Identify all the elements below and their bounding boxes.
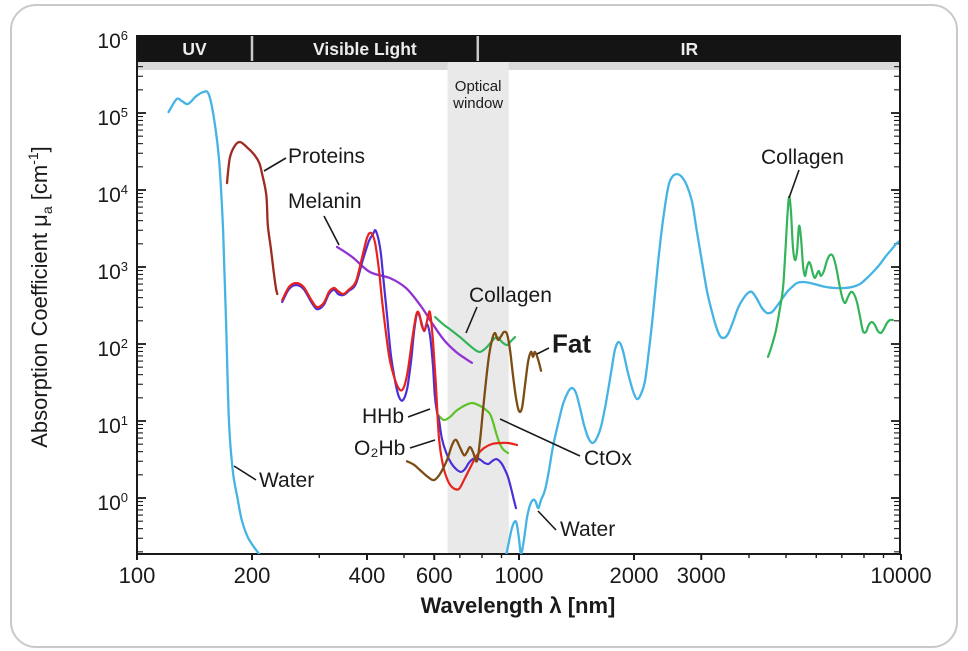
label-fat: Fat [552,328,591,359]
leader-lines [233,157,800,531]
y-tick-label-1e6: 106 [97,28,128,53]
curve-water-ir [505,172,899,554]
curve-water [167,90,261,554]
curve-o2hb [281,231,519,491]
y-axis-label-exponent: -1 [25,152,41,165]
x-tick-label-10000: 10000 [870,563,932,588]
spectral-band-label-visible-light: Visible Light [313,39,417,59]
spectral-band-label-ir: IR [680,39,699,59]
label-melanin: Melanin [288,190,362,213]
leader-ctox [499,418,581,457]
y-tick-label-1e1: 101 [97,413,128,438]
y-axis-label-subscript: a [39,206,55,215]
curve-ctox [437,401,510,455]
leader-melanin [323,215,340,246]
leader-water-uv [233,465,257,481]
bar-shadow-strip [138,62,899,70]
spectral-bar [137,35,900,62]
label-water-ir: Water [560,518,616,541]
x-tick-label-200: 200 [233,563,271,588]
curve-fat [405,330,543,482]
label-ctox: CtOx [584,447,632,470]
y-axis-label-bracket: ] [27,146,52,153]
spectral-band-label-uv: UV [182,39,207,59]
leader-collagen-vis [465,306,478,334]
curve-proteins [225,140,279,296]
y-tick-label-1e0: 100 [97,490,128,515]
x-tick-label-2000: 2000 [609,563,659,588]
curve-melanin [335,245,474,364]
x-tick-label-1000: 1000 [494,563,544,588]
label-proteins: Proteins [288,145,366,168]
y-tick-label-1e4: 104 [97,182,128,207]
leader-hhb [407,408,431,418]
axis-ticks [136,66,902,560]
x-tick-label-600: 600 [415,563,453,588]
x-tick-label-100: 100 [118,563,156,588]
y-tick-label-1e3: 103 [97,259,128,284]
label-hhb: HHb [362,405,405,428]
label-o2hb: O₂Hb [354,437,406,460]
y-axis-label-unit: [cm [27,164,52,207]
leader-o2hb [409,439,436,449]
y-axis-label-text: Absorption Coefficient μ [27,214,52,448]
label-collagen-vis: Collagen [469,284,552,307]
optical-window-band [447,62,509,554]
y-tick-label-1e2: 102 [97,336,128,361]
x-axis-label: Wavelength λ [nm] [420,593,616,618]
label-collagen-ir: Collagen [761,146,844,169]
leader-proteins [263,157,287,172]
x-tick-label-400: 400 [348,563,386,588]
leader-collagen-ir [788,169,800,199]
leader-fat [536,347,550,355]
optical-window-line2: window [453,95,504,112]
leader-water-ir [537,510,557,531]
curve-collagen-ir [766,195,894,358]
curves [167,90,899,554]
optical-window-label: Optical window [438,78,518,112]
y-axis-label: Absorption Coefficient μa [cm-1] [25,27,55,567]
curve-collagen-visible [434,315,517,354]
label-water-uv: Water [259,469,315,492]
optical-window-line1: Optical [454,78,502,95]
x-tick-label-3000: 3000 [676,563,726,588]
y-tick-label-1e5: 105 [97,105,128,130]
